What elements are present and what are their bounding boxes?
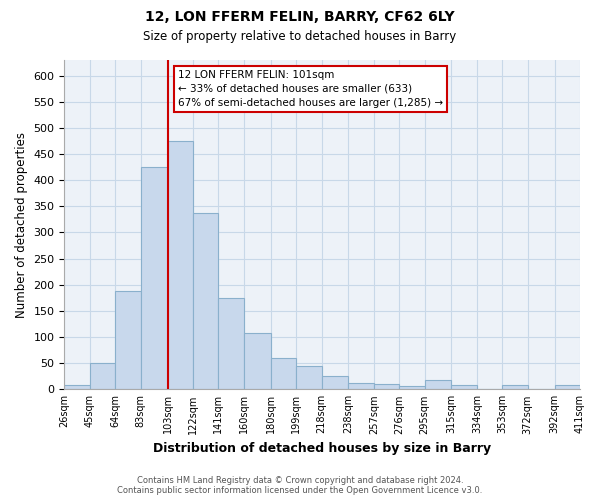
Bar xyxy=(399,386,425,390)
Bar xyxy=(322,376,349,390)
Text: 12 LON FFERM FELIN: 101sqm
← 33% of detached houses are smaller (633)
67% of sem: 12 LON FFERM FELIN: 101sqm ← 33% of deta… xyxy=(178,70,443,108)
Bar xyxy=(349,383,374,390)
Bar xyxy=(425,380,451,390)
Bar xyxy=(193,212,218,390)
Bar xyxy=(90,363,115,390)
Y-axis label: Number of detached properties: Number of detached properties xyxy=(15,132,28,318)
Bar xyxy=(218,298,244,390)
Bar xyxy=(141,167,167,390)
Bar xyxy=(296,366,322,390)
Text: Contains HM Land Registry data © Crown copyright and database right 2024.
Contai: Contains HM Land Registry data © Crown c… xyxy=(118,476,482,495)
Text: Size of property relative to detached houses in Barry: Size of property relative to detached ho… xyxy=(143,30,457,43)
Bar xyxy=(502,385,528,390)
Bar xyxy=(115,291,141,390)
Bar xyxy=(64,385,90,390)
Bar xyxy=(271,358,296,390)
Bar xyxy=(451,385,477,390)
Bar xyxy=(374,384,399,390)
Text: 12, LON FFERM FELIN, BARRY, CF62 6LY: 12, LON FFERM FELIN, BARRY, CF62 6LY xyxy=(145,10,455,24)
Bar xyxy=(244,333,271,390)
Bar xyxy=(167,141,193,390)
X-axis label: Distribution of detached houses by size in Barry: Distribution of detached houses by size … xyxy=(153,442,491,455)
Bar xyxy=(554,385,580,390)
